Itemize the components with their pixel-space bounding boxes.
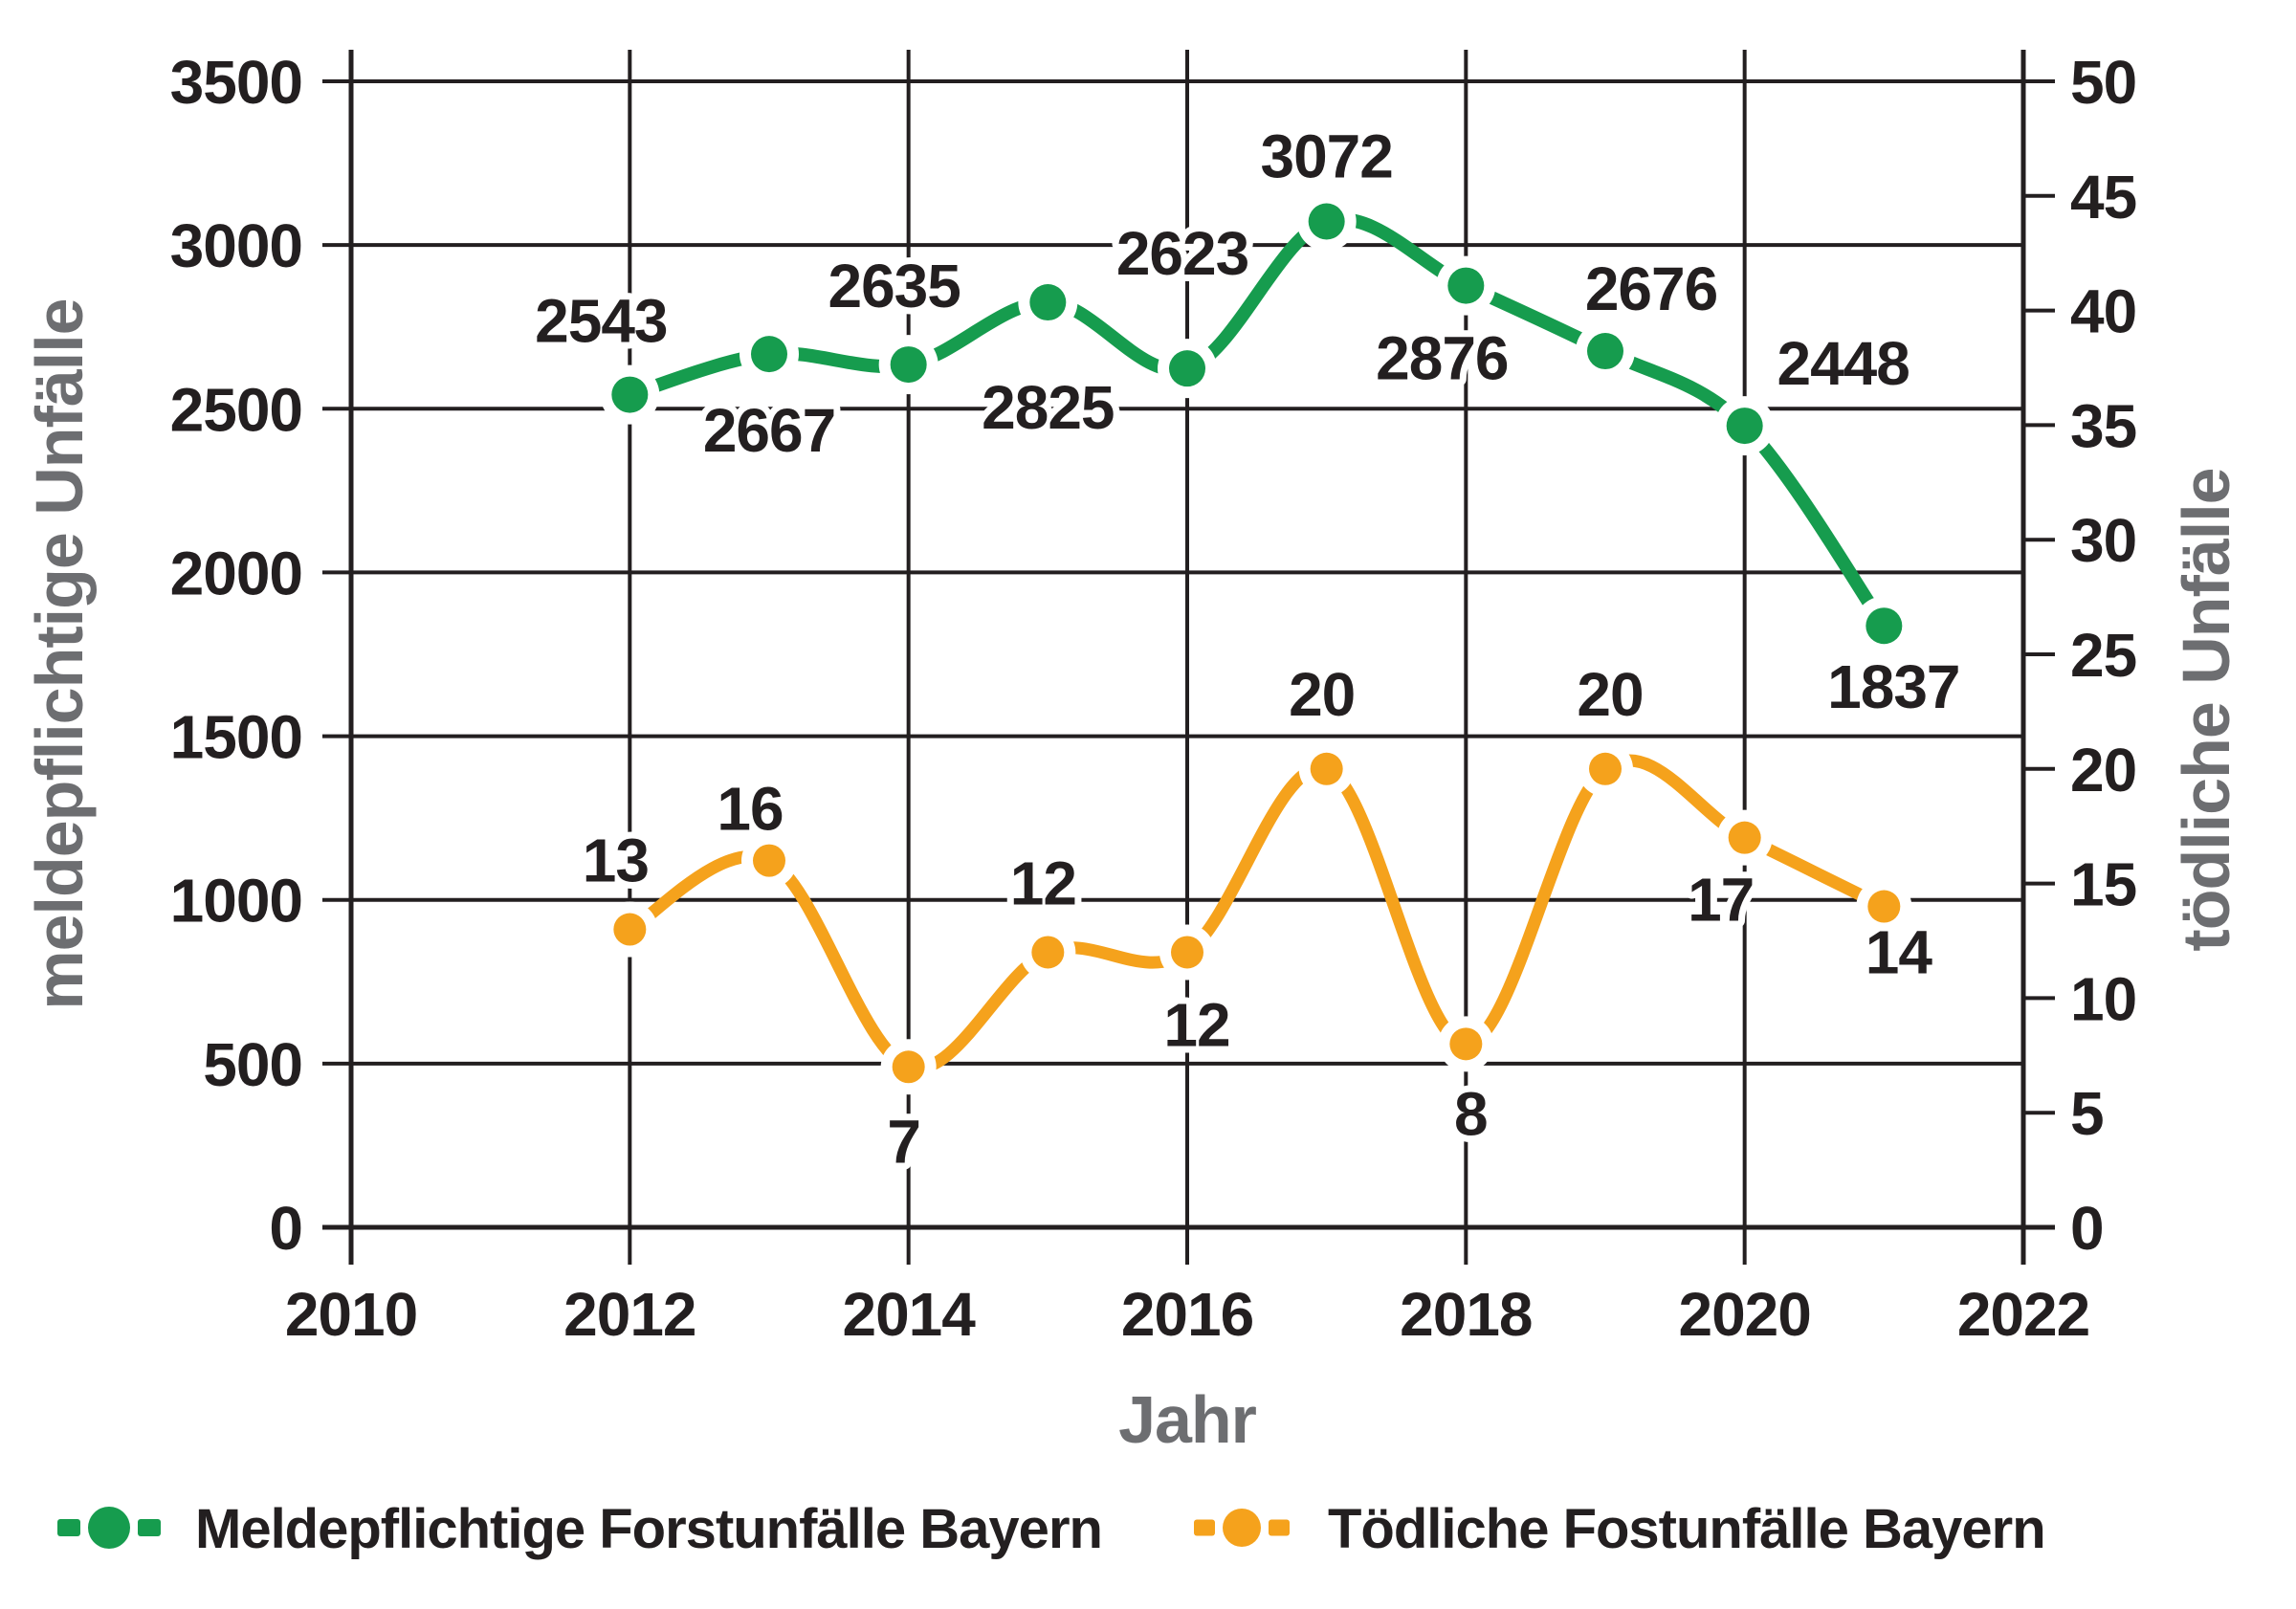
y-left-tick-label: 2000 bbox=[170, 539, 302, 607]
data-point-label: 7 bbox=[887, 1107, 920, 1176]
x-tick-label: 2022 bbox=[1957, 1280, 2089, 1349]
data-point-marker bbox=[1310, 752, 1343, 785]
legend-dash bbox=[1269, 1519, 1290, 1536]
y-left-tick-label: 1000 bbox=[170, 867, 302, 936]
y-axis-right-title: tödliche Unfälle bbox=[2169, 468, 2243, 951]
legend-item-toedliche: Tödliche Fostunfälle Bayern bbox=[1194, 1498, 2046, 1560]
y-right-tick-label: 15 bbox=[2070, 850, 2136, 919]
data-point-marker bbox=[751, 336, 787, 373]
legend: Meldepflichtige Forstunfälle Bayern Tödl… bbox=[57, 1498, 2046, 1560]
y-right-tick-label: 20 bbox=[2070, 736, 2136, 804]
legend-marker-dot bbox=[88, 1507, 130, 1549]
legend-dash bbox=[1194, 1519, 1215, 1536]
data-point-label: 3072 bbox=[1260, 121, 1392, 190]
y-right-tick-label: 5 bbox=[2070, 1079, 2104, 1148]
data-point-label: 2676 bbox=[1585, 254, 1717, 323]
legend-dash bbox=[138, 1519, 161, 1536]
data-point-label: 2543 bbox=[535, 287, 667, 356]
data-point-label: 2876 bbox=[1376, 324, 1508, 393]
data-point-marker bbox=[1589, 752, 1622, 785]
data-point-label: 14 bbox=[1866, 918, 1933, 987]
x-tick-label: 2020 bbox=[1678, 1280, 1810, 1349]
series-layer bbox=[600, 191, 1914, 1095]
x-axis-title: Jahr bbox=[1118, 1382, 1257, 1457]
series-toedliche bbox=[602, 740, 1912, 1095]
legend-swatch-green bbox=[57, 1507, 161, 1549]
data-point-marker bbox=[1449, 1027, 1483, 1061]
y-right-tick-label: 50 bbox=[2070, 48, 2136, 117]
y-left-tick-label: 1500 bbox=[170, 703, 302, 772]
data-point-label: 13 bbox=[583, 827, 649, 895]
series-line bbox=[628, 212, 1890, 630]
y-axis-left-title: meldepflichtige Unfälle bbox=[22, 298, 97, 1009]
data-point-marker bbox=[1029, 284, 1067, 321]
y-left-tick-label: 3500 bbox=[170, 48, 302, 117]
data-point-marker bbox=[753, 844, 785, 877]
data-point-marker bbox=[1867, 890, 1901, 923]
data-point-marker bbox=[1171, 936, 1203, 969]
data-point-label: 2448 bbox=[1777, 329, 1909, 398]
data-point-marker bbox=[611, 376, 649, 413]
data-point-label: 17 bbox=[1688, 866, 1754, 935]
data-point-label: 2623 bbox=[1116, 219, 1248, 288]
legend-marker-dot bbox=[1223, 1509, 1261, 1547]
data-point-marker bbox=[1866, 607, 1903, 645]
y-right-tick-label: 0 bbox=[2070, 1194, 2104, 1263]
y-left-tick-label: 2500 bbox=[170, 375, 302, 444]
data-point-label: 20 bbox=[1289, 660, 1355, 729]
data-point-marker bbox=[1728, 821, 1761, 854]
legend-label-toedliche: Tödliche Fostunfälle Bayern bbox=[1328, 1498, 2045, 1560]
data-point-label: 1837 bbox=[1827, 652, 1959, 721]
x-tick-label: 2016 bbox=[1121, 1280, 1253, 1349]
data-point-label: 20 bbox=[1577, 660, 1643, 729]
data-point-label: 16 bbox=[717, 775, 783, 844]
y-right-tick-label: 25 bbox=[2070, 621, 2136, 690]
data-point-marker bbox=[890, 346, 927, 384]
legend-item-meldepflichtige: Meldepflichtige Forstunfälle Bayern bbox=[57, 1498, 1103, 1560]
y-right-tick-label: 35 bbox=[2070, 391, 2136, 460]
data-point-label: 12 bbox=[1010, 849, 1076, 917]
data-point-marker bbox=[1031, 936, 1065, 969]
data-point-marker bbox=[1169, 350, 1205, 387]
x-tick-label: 2010 bbox=[285, 1280, 417, 1349]
y-left-tick-label: 3000 bbox=[170, 211, 302, 280]
series-meldepflichtige bbox=[600, 191, 1914, 656]
data-point-label: 8 bbox=[1454, 1079, 1488, 1148]
y-right-tick-label: 10 bbox=[2070, 964, 2136, 1033]
x-tick-label: 2018 bbox=[1400, 1280, 1532, 1349]
data-point-label: 2667 bbox=[703, 396, 835, 465]
y-left-tick-label: 500 bbox=[203, 1030, 302, 1099]
y-right-tick-label: 45 bbox=[2070, 163, 2136, 231]
series-line bbox=[627, 754, 1888, 1075]
data-point-marker bbox=[892, 1050, 925, 1084]
data-point-marker bbox=[1308, 203, 1345, 240]
y-left-tick-label: 0 bbox=[269, 1194, 302, 1263]
y-right-tick-label: 40 bbox=[2070, 277, 2136, 346]
data-point-marker bbox=[613, 913, 647, 946]
tick-label-layer: 0 500 1000 1500 2000 2500 3000 3500 0 5 10 15 20 25 30… bbox=[170, 48, 2138, 1349]
legend-label-meldepflichtige: Meldepflichtige Forstunfälle Bayern bbox=[195, 1498, 1102, 1560]
y-right-tick-label: 30 bbox=[2070, 506, 2136, 575]
data-point-label: 2825 bbox=[982, 373, 1114, 442]
legend-dash bbox=[57, 1519, 80, 1536]
data-point-marker bbox=[1726, 408, 1763, 445]
x-tick-label: 2014 bbox=[842, 1280, 976, 1349]
data-point-marker bbox=[1447, 267, 1485, 304]
data-point-marker bbox=[1587, 333, 1623, 370]
data-point-label: 2635 bbox=[828, 252, 960, 320]
legend-swatch-orange bbox=[1194, 1509, 1290, 1547]
data-point-label: 12 bbox=[1163, 990, 1229, 1059]
x-tick-label: 2012 bbox=[563, 1280, 695, 1349]
